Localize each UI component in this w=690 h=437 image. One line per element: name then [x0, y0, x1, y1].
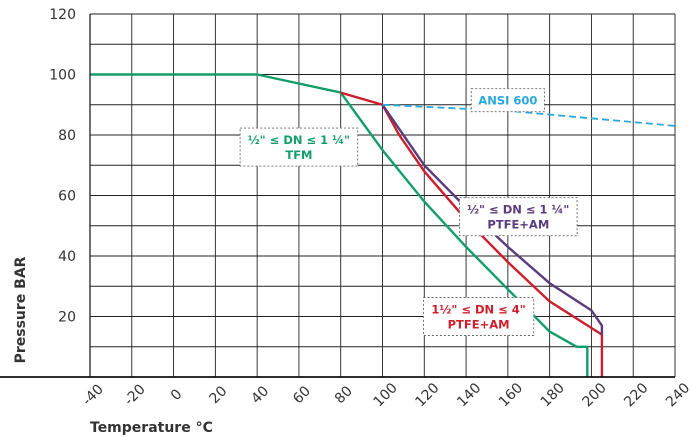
- series-line-ptfe_am_small: [381, 104, 604, 335]
- x-tick-label: 200: [579, 380, 609, 410]
- grid: [89, 13, 676, 377]
- annotation-text: TFM: [285, 148, 312, 162]
- x-tick-label: 40: [248, 383, 272, 407]
- y-axis-label: Pressure BAR: [13, 256, 29, 363]
- y-tick-label: 20: [58, 310, 76, 326]
- annotation-box: [459, 197, 578, 237]
- x-tick-label: -20: [121, 381, 148, 408]
- annotation-ansi: ANSI 600: [470, 88, 545, 113]
- annotation-small: ½" ≤ DN ≤ 1 ¼"PTFE+AM: [459, 197, 578, 237]
- annotation-box: [470, 88, 545, 113]
- y-tick-label: 60: [58, 189, 76, 205]
- y-tick-label: 40: [58, 249, 76, 265]
- annotation-text: 1½" ≤ DN ≤ 4": [431, 303, 525, 317]
- annotation-box: [239, 127, 359, 167]
- annotation-large: 1½" ≤ DN ≤ 4"PTFE+AM: [423, 297, 535, 336]
- x-tick-label: 60: [290, 383, 314, 407]
- x-tick-label: 220: [621, 380, 651, 410]
- x-tick-label: 240: [663, 380, 690, 410]
- y-tick-label: 120: [49, 7, 76, 23]
- x-tick-label: 100: [371, 380, 401, 410]
- x-tick-label: -40: [79, 381, 106, 408]
- series-line-tfm: [90, 73, 589, 377]
- y-tick-label: 100: [49, 68, 76, 84]
- annotation-box: [423, 297, 535, 336]
- annotation-tfm: ½" ≤ DN ≤ 1 ¼"TFM: [239, 127, 359, 167]
- annotation-text: ½" ≤ DN ≤ 1 ¼": [467, 203, 569, 217]
- x-tick-label: 80: [332, 383, 356, 407]
- x-tick-label: 0: [168, 386, 186, 404]
- x-tick-label: 120: [412, 380, 442, 410]
- annotation-text: PTFE+AM: [448, 318, 510, 332]
- annotation-text: ½" ≤ DN ≤ 1 ¼": [248, 133, 350, 147]
- x-tick-label: 160: [496, 380, 526, 410]
- x-axis-label: Temperature °C: [90, 420, 213, 436]
- annotation-text: ANSI 600: [478, 94, 537, 108]
- x-tick-label: 180: [538, 380, 568, 410]
- x-tick-label: 140: [454, 380, 484, 410]
- annotation-text: PTFE+AM: [487, 218, 549, 232]
- x-tick-label: 20: [207, 383, 231, 407]
- y-tick-label: 80: [58, 128, 76, 144]
